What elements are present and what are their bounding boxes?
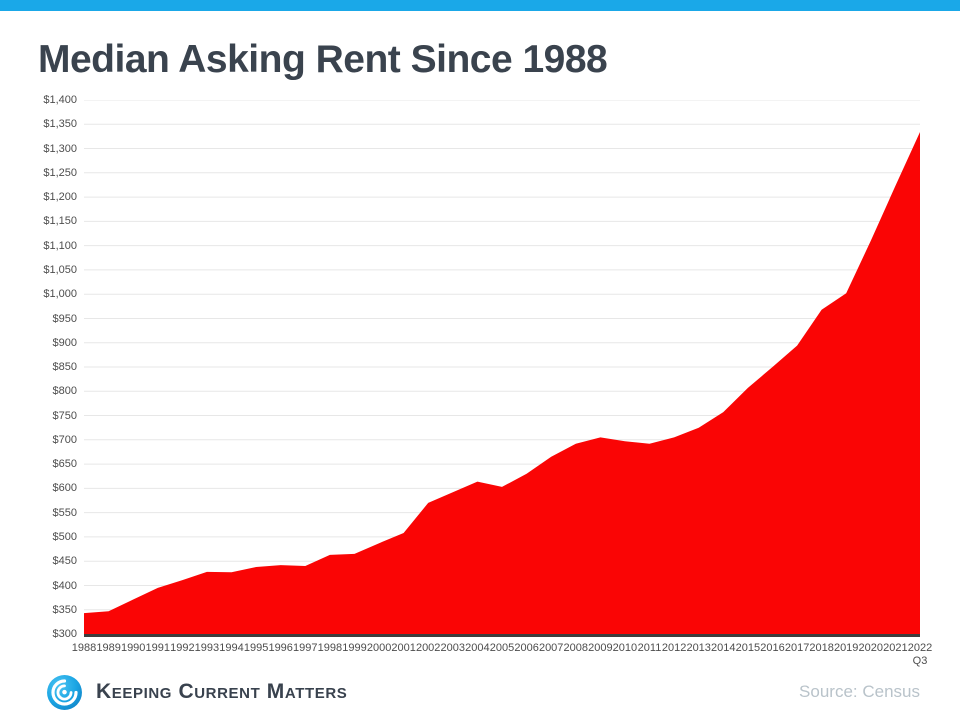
x-tick-label: 1991 bbox=[145, 642, 171, 654]
y-tick-label: $1,000 bbox=[43, 288, 77, 301]
page-title: Median Asking Rent Since 1988 bbox=[38, 38, 608, 81]
x-tick-label: 2002 bbox=[415, 642, 441, 654]
y-tick-label: $450 bbox=[52, 555, 77, 568]
y-tick-label: $1,100 bbox=[43, 239, 77, 252]
source-note: Source: Census bbox=[799, 682, 920, 701]
kcm-swirl-icon bbox=[47, 674, 82, 710]
y-tick-label: $1,050 bbox=[43, 263, 77, 276]
y-tick-label: $600 bbox=[52, 482, 77, 495]
brand-name: Keeping Current Matters bbox=[96, 680, 348, 703]
x-tick-label: 1999 bbox=[342, 642, 367, 654]
y-tick-label: $300 bbox=[52, 628, 77, 640]
x-tick-label: 2003 bbox=[440, 642, 466, 654]
rent-area-series bbox=[84, 132, 920, 634]
x-tick-label: 1989 bbox=[96, 642, 121, 654]
y-tick-label: $1,300 bbox=[43, 142, 77, 155]
y-tick-label: $500 bbox=[52, 530, 77, 543]
y-tick-label: $650 bbox=[52, 458, 77, 471]
chart-plot bbox=[84, 100, 920, 634]
x-tick-label: 2011 bbox=[637, 642, 662, 654]
x-tick-label: 2009 bbox=[588, 642, 613, 654]
y-tick-label: $550 bbox=[52, 506, 77, 519]
x-tick-label: 2019 bbox=[833, 642, 859, 654]
y-tick-label: $1,200 bbox=[43, 191, 77, 204]
x-tick-label: 1997 bbox=[293, 642, 318, 654]
x-tick-label: 2000 bbox=[366, 642, 392, 654]
x-tick-label: 2021 bbox=[883, 642, 908, 654]
x-tick-label: 2017 bbox=[784, 642, 810, 654]
y-tick-label: $750 bbox=[52, 409, 77, 422]
x-tick-label: 1993 bbox=[194, 642, 220, 654]
y-tick-label: $700 bbox=[52, 433, 77, 446]
x-tick-label: 2001 bbox=[391, 642, 416, 654]
x-tick-label: 1988 bbox=[71, 642, 97, 654]
x-tick-label: 2006 bbox=[514, 642, 539, 654]
x-axis-baseline bbox=[84, 634, 920, 637]
y-tick-label: $800 bbox=[52, 385, 77, 398]
x-tick-label: 2020 bbox=[858, 642, 884, 654]
x-tick-label: 2004 bbox=[465, 642, 490, 654]
y-tick-label: $900 bbox=[52, 336, 77, 349]
x-tick-label: 2014 bbox=[711, 642, 736, 654]
y-tick-label: $1,400 bbox=[43, 94, 77, 106]
x-tick-label: 2008 bbox=[563, 642, 589, 654]
y-tick-label: $1,250 bbox=[43, 166, 77, 179]
x-tick-label: 2016 bbox=[760, 642, 785, 654]
x-tick-label: 2015 bbox=[735, 642, 761, 654]
y-tick-label: $400 bbox=[52, 579, 77, 592]
brand-logo: Keeping Current Matters bbox=[46, 673, 347, 711]
x-tick-label: 2013 bbox=[686, 642, 711, 654]
x-tick-label: 1992 bbox=[170, 642, 195, 654]
x-tick-label: 2018 bbox=[809, 642, 834, 654]
x-tick-label: 2007 bbox=[538, 642, 564, 654]
x-tick-label: 1990 bbox=[120, 642, 146, 654]
x-tick-label: 2022 Q3 bbox=[907, 642, 933, 667]
accent-bar bbox=[0, 0, 960, 11]
y-tick-label: $950 bbox=[52, 312, 77, 325]
x-tick-label: 2010 bbox=[612, 642, 638, 654]
x-tick-note-q3: Q3 bbox=[912, 655, 928, 667]
x-tick-label: 1995 bbox=[243, 642, 269, 654]
x-tick-label: 1994 bbox=[219, 642, 244, 654]
y-tick-label: $350 bbox=[52, 603, 77, 616]
y-tick-label: $1,150 bbox=[43, 215, 77, 228]
x-tick-label: 2012 bbox=[661, 642, 687, 654]
x-tick-label: 1998 bbox=[317, 642, 343, 654]
y-tick-label: $1,350 bbox=[43, 118, 77, 131]
y-tick-label: $850 bbox=[52, 361, 77, 373]
x-tick-label: 2005 bbox=[489, 642, 515, 654]
x-tick-label: 1996 bbox=[268, 642, 293, 654]
